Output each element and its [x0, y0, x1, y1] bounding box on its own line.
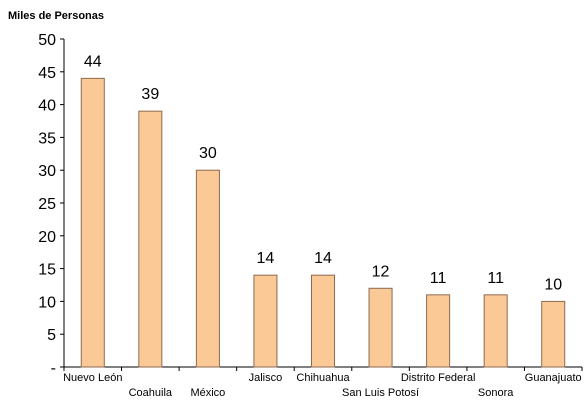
y-tick-label: 40	[38, 98, 56, 115]
y-tick-label: 35	[38, 130, 56, 147]
bar	[310, 274, 336, 368]
y-tick-label: 20	[38, 229, 56, 246]
value-labels: 44 39 30 14 14 12 11 11 10	[84, 53, 562, 293]
bar	[195, 169, 220, 368]
y-tick-label: 15	[38, 262, 56, 279]
value-label: 44	[84, 53, 102, 70]
bar	[253, 274, 278, 368]
value-label: 12	[372, 263, 390, 280]
category-label: Coahuila	[129, 387, 173, 399]
category-label: Jalisco	[249, 372, 283, 384]
value-label: 39	[141, 86, 159, 103]
bar	[483, 294, 508, 368]
bar	[138, 110, 163, 368]
y-tick-label: 5	[47, 327, 56, 344]
category-label: Nuevo León	[63, 372, 122, 384]
bar	[80, 77, 105, 368]
y-tick-label: 10	[38, 294, 56, 311]
y-tick-label: -	[51, 360, 56, 377]
value-label: 10	[544, 276, 562, 293]
bars	[80, 77, 566, 368]
value-label: 14	[257, 250, 275, 267]
value-label: 14	[314, 250, 332, 267]
y-tick-label: 30	[38, 163, 56, 180]
category-label: San Luis Potosí	[342, 387, 419, 399]
bar	[368, 287, 393, 368]
category-label: México	[190, 387, 225, 399]
category-labels: Nuevo León Coahuila México Jalisco Chihuahua…	[63, 372, 582, 399]
category-label: Distrito Federal	[401, 372, 476, 384]
category-label: Chihuahua	[296, 372, 350, 384]
bar	[541, 300, 566, 368]
bar	[426, 294, 451, 368]
y-axis-label: Miles de Personas	[8, 10, 104, 22]
y-tick-label: 50	[38, 32, 56, 49]
value-label: 11	[430, 270, 447, 287]
y-tick-label: 45	[38, 65, 56, 82]
category-label: Guanajuato	[525, 372, 582, 384]
category-label: Sonora	[478, 387, 514, 399]
y-tick-label: 25	[38, 196, 56, 213]
value-label: 11	[487, 270, 504, 287]
value-label: 30	[199, 145, 217, 162]
